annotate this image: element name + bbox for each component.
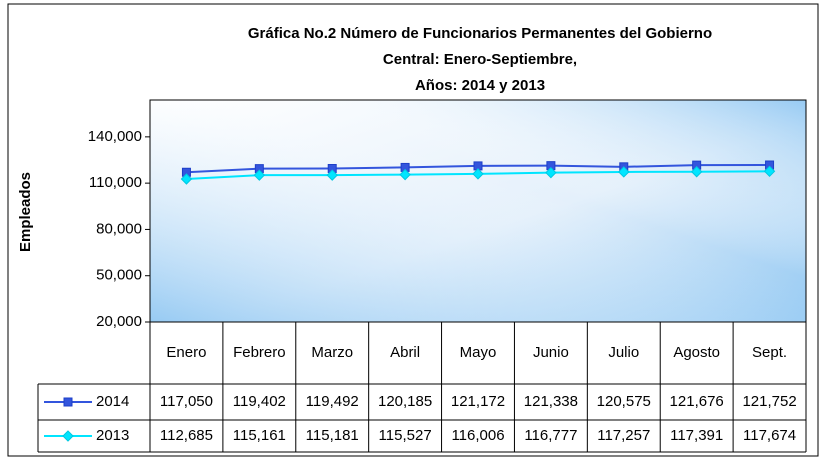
chart-title: Años: 2014 y 2013 [415,77,545,94]
x-tick-label: Julio [608,344,639,361]
table-value: 116,006 [451,427,504,444]
point [62,430,74,442]
table-value: 117,391 [670,427,723,444]
y-axis-label: Empleados [17,172,34,252]
x-tick-label: Marzo [311,344,353,361]
x-tick-label: Agosto [673,344,720,361]
table-value: 119,492 [306,393,359,410]
point [472,168,484,180]
point [399,168,411,181]
point [763,165,776,178]
y-tick-label: 20,000 [96,313,142,330]
x-tick-label: Junio [533,344,569,361]
table-value: 117,050 [160,393,213,410]
x-tick-label: Sept. [752,344,787,361]
chart-title: Central: Enero-Septiembre, [383,51,577,68]
plot-area-shade [149,99,807,323]
table-value: 115,527 [379,427,432,444]
y-tick-label: 110,000 [89,174,142,191]
x-tick-label: Febrero [233,344,286,361]
table-value: 115,181 [306,427,359,444]
table-value: 116,777 [524,427,577,444]
point [690,166,703,178]
point [618,166,630,178]
point [253,169,266,181]
y-tick-label: 80,000 [96,220,142,237]
y-tick-label: 50,000 [96,267,142,284]
table-value: 121,676 [670,393,724,410]
table-value: 121,172 [451,393,505,410]
table-value: 117,674 [743,427,796,444]
table-value: 120,185 [378,393,432,410]
point [63,397,73,407]
table-value: 115,161 [233,427,286,444]
point [326,169,338,181]
chart-title: Gráfica No.2 Número de Funcionarios Perm… [248,25,712,42]
table-value: 120,575 [597,393,651,410]
y-tick-label: 140,000 [88,128,142,145]
point [545,166,557,179]
x-tick-label: Enero [166,344,206,361]
x-tick-label: Mayo [460,344,497,361]
table-value: 119,402 [233,393,286,410]
table-value: 117,257 [597,427,650,444]
table-value: 112,685 [160,427,213,444]
point [180,173,193,185]
table-value: 121,338 [524,393,578,410]
table-value: 121,752 [742,393,796,410]
legend-label: 2013 [96,427,129,444]
x-tick-label: Abril [390,344,420,361]
legend-label: 2014 [96,393,129,410]
